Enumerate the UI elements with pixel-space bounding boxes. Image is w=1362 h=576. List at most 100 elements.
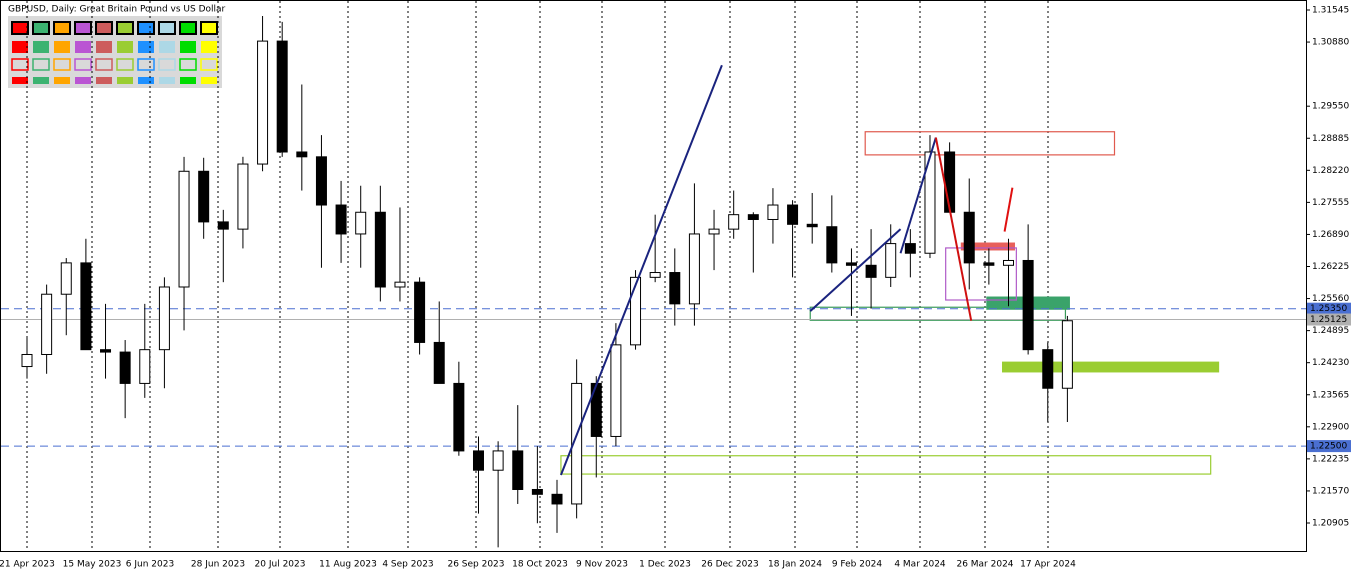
swatch [117, 77, 133, 84]
y-tick-label: 1.24230 [1312, 358, 1349, 368]
swatch [54, 41, 70, 53]
candle-body [649, 272, 661, 278]
swatch [158, 58, 176, 71]
x-tick-label: 9 Nov 2023 [576, 560, 628, 570]
candle-body [217, 221, 229, 230]
swatch [200, 58, 218, 71]
zone [809, 306, 1067, 321]
y-tick-label: 1.25560 [1312, 294, 1349, 304]
zone [960, 242, 1015, 251]
x-tick-label: 4 Mar 2024 [894, 560, 946, 570]
candle-body [276, 40, 288, 153]
candle-body [433, 341, 445, 384]
x-tick-label: 17 Apr 2024 [1020, 560, 1076, 570]
swatch [12, 41, 28, 53]
price-label-bg [1307, 302, 1351, 315]
candle-body [944, 151, 956, 213]
swatch [12, 77, 28, 84]
candle-body [806, 223, 818, 228]
swatch [138, 41, 154, 53]
price-label-bg [1307, 313, 1351, 326]
candle-body [453, 382, 465, 452]
candle-body [826, 226, 838, 264]
swatch [96, 77, 112, 84]
swatch [74, 21, 92, 35]
swatch [75, 41, 91, 53]
x-tick-label: 18 Jan 2024 [768, 560, 822, 570]
swatch [137, 58, 155, 71]
y-tick-label: 1.26890 [1312, 230, 1349, 240]
swatch [138, 77, 154, 84]
swatch [201, 41, 217, 53]
y-tick-label: 1.27555 [1312, 198, 1349, 208]
x-tick-label: 11 Aug 2023 [319, 560, 377, 570]
price-label-bg [1307, 440, 1351, 453]
candle-body [728, 214, 740, 230]
zone [864, 131, 1116, 156]
candle-body [315, 156, 327, 206]
y-tick-label: 1.29550 [1312, 102, 1349, 112]
zone [945, 247, 1017, 301]
swatch [180, 41, 196, 53]
color-palette [8, 16, 222, 88]
y-tick-label: 1.20905 [1312, 519, 1349, 529]
candle-body [414, 281, 426, 343]
zone [1002, 361, 1220, 373]
candle-body [374, 211, 386, 288]
candle-body [1003, 259, 1014, 266]
x-tick-label: 15 May 2023 [63, 560, 122, 570]
swatch [11, 58, 29, 71]
candle-body [865, 264, 877, 278]
candle-body [21, 353, 33, 368]
x-tick-label: 18 Oct 2023 [512, 560, 568, 570]
candle-body [257, 40, 269, 165]
swatch [11, 21, 29, 35]
swatch [180, 77, 196, 84]
zone [560, 455, 1212, 475]
swatch [75, 77, 91, 84]
candle-body [904, 243, 916, 254]
swatch [32, 21, 50, 35]
x-tick-label: 20 Jul 2023 [255, 560, 306, 570]
y-tick-label: 1.24895 [1312, 326, 1349, 336]
swatch [137, 21, 155, 35]
candle-body [41, 293, 53, 355]
candle-body [885, 243, 897, 278]
swatch [74, 58, 92, 71]
trend-line [1003, 187, 1014, 232]
candle-body [80, 262, 92, 351]
x-tick-label: 26 Dec 2023 [701, 560, 759, 570]
candle-body [767, 204, 779, 220]
candle-body [747, 214, 759, 220]
candle-body [610, 344, 622, 437]
price-label: 1.25125 [1310, 315, 1347, 325]
y-tick-label: 1.23565 [1312, 390, 1349, 400]
candle-body [630, 276, 642, 346]
candle-body [178, 170, 190, 288]
swatch [32, 58, 50, 71]
candle-body [198, 170, 210, 223]
candle-body [1061, 320, 1073, 389]
chart-title: GBPUSD, Daily: Great Britain Pound vs US… [8, 5, 226, 15]
candle-body [237, 163, 249, 230]
candle-body [158, 286, 170, 351]
y-tick-label: 1.22235 [1312, 454, 1349, 464]
swatch [116, 58, 134, 71]
candle-body [787, 204, 799, 225]
swatch [95, 21, 113, 35]
trend-line [809, 228, 902, 312]
swatch [33, 41, 49, 53]
swatch [200, 21, 218, 35]
candle-body [963, 211, 975, 264]
x-tick-label: 26 Mar 2024 [956, 560, 1013, 570]
trend-line [899, 137, 937, 254]
candle-body [512, 450, 524, 490]
x-tick-label: 6 Jun 2023 [126, 560, 174, 570]
x-tick-label: 9 Feb 2024 [832, 560, 883, 570]
swatch [117, 41, 133, 53]
candle-body [296, 151, 308, 158]
x-tick-label: 1 Dec 2023 [639, 560, 691, 570]
candle-body [60, 262, 72, 295]
candle-body [355, 211, 367, 235]
